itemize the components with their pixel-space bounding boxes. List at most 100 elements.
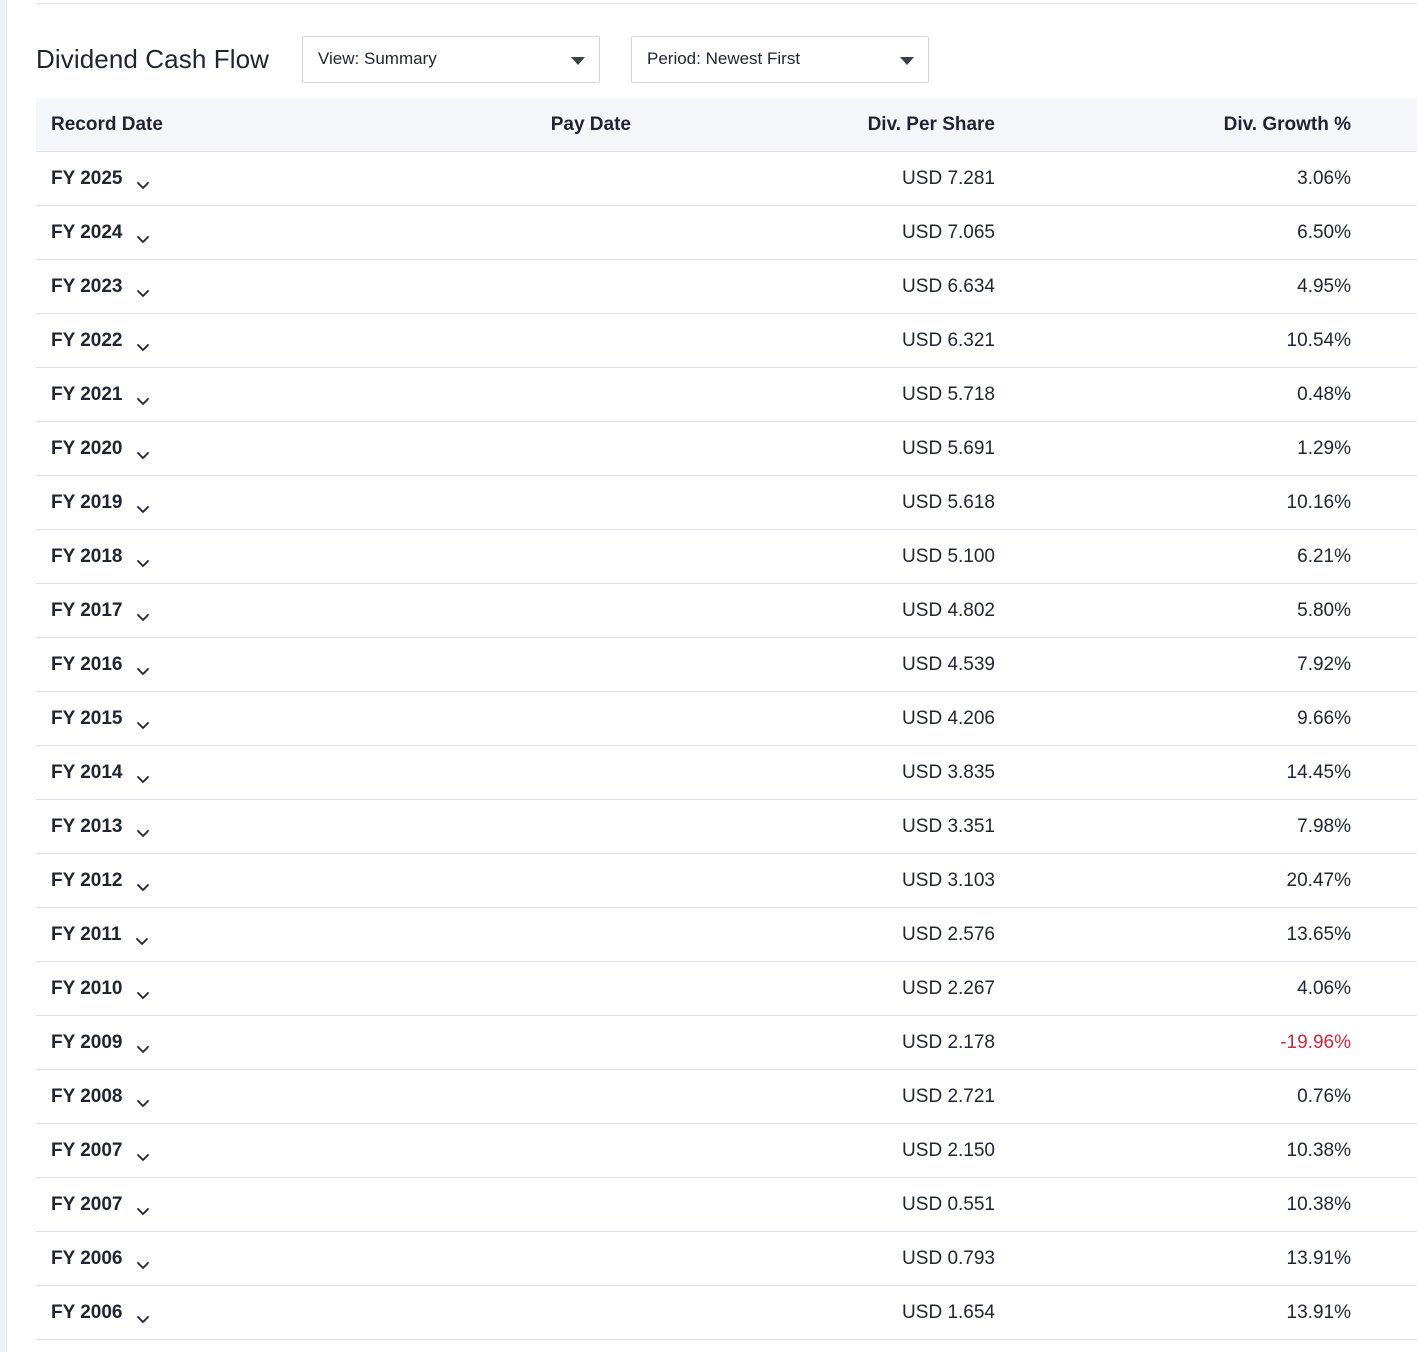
chevron-down-icon[interactable] bbox=[136, 228, 150, 243]
fiscal-year-label: FY 2019 bbox=[51, 491, 123, 513]
fiscal-year-label: FY 2006 bbox=[51, 1247, 123, 1269]
table-row[interactable]: FY 2014 USD 3.835 14.45% bbox=[36, 746, 1417, 800]
view-dropdown[interactable]: View: Summary bbox=[302, 35, 600, 83]
div-per-share-cell: USD 4.206 bbox=[902, 707, 995, 729]
chevron-down-icon[interactable] bbox=[136, 876, 150, 891]
chevron-down-icon[interactable] bbox=[136, 1200, 150, 1215]
table-row[interactable]: FY 2008 USD 2.721 0.76% bbox=[36, 1070, 1417, 1124]
record-date-cell[interactable]: FY 2007 bbox=[36, 1194, 396, 1216]
fiscal-year-label: FY 2021 bbox=[51, 383, 123, 405]
chevron-down-icon[interactable] bbox=[136, 768, 150, 783]
table-row[interactable]: FY 2020 USD 5.691 1.29% bbox=[36, 422, 1417, 476]
chevron-down-icon[interactable] bbox=[136, 606, 150, 621]
record-date-cell[interactable]: FY 2008 bbox=[36, 1086, 396, 1108]
record-date-cell[interactable]: FY 2015 bbox=[36, 708, 396, 730]
fiscal-year-label: FY 2020 bbox=[51, 437, 123, 459]
chevron-down-icon[interactable] bbox=[136, 552, 150, 567]
chevron-down-icon[interactable] bbox=[136, 498, 150, 513]
fiscal-year-label: FY 2015 bbox=[51, 707, 123, 729]
record-date-cell[interactable]: FY 2010 bbox=[36, 978, 396, 1000]
fiscal-year-label: FY 2007 bbox=[51, 1193, 123, 1215]
record-date-cell[interactable]: FY 2009 bbox=[36, 1032, 396, 1054]
record-date-cell[interactable]: FY 2006 bbox=[36, 1248, 396, 1270]
table-row[interactable]: FY 2007 USD 0.551 10.38% bbox=[36, 1178, 1417, 1232]
table-row[interactable]: FY 2006 USD 1.654 13.91% bbox=[36, 1286, 1417, 1340]
chevron-down-icon[interactable] bbox=[136, 1038, 150, 1053]
table-row[interactable]: FY 2010 USD 2.267 4.06% bbox=[36, 962, 1417, 1016]
chevron-down-icon[interactable] bbox=[136, 444, 150, 459]
record-date-cell[interactable]: FY 2022 bbox=[36, 330, 396, 352]
table-row[interactable]: FY 2006 USD 0.793 13.91% bbox=[36, 1232, 1417, 1286]
record-date-cell[interactable]: FY 2012 bbox=[36, 870, 396, 892]
record-date-cell[interactable]: FY 2017 bbox=[36, 600, 396, 622]
chevron-down-icon[interactable] bbox=[136, 282, 150, 297]
record-date-cell[interactable]: FY 2025 bbox=[36, 168, 396, 190]
div-growth-cell: 10.38% bbox=[1286, 1139, 1351, 1161]
div-growth-cell: 9.66% bbox=[1297, 707, 1351, 729]
column-header-div-per-share[interactable]: Div. Per Share bbox=[867, 113, 995, 135]
table-row[interactable]: FY 2024 USD 7.065 6.50% bbox=[36, 206, 1417, 260]
table-row[interactable]: FY 2025 USD 7.281 3.06% bbox=[36, 152, 1417, 206]
table-header: Record Date Pay Date Div. Per Share Div.… bbox=[36, 98, 1417, 152]
chevron-down-icon[interactable] bbox=[136, 984, 150, 999]
div-growth-cell: 20.47% bbox=[1286, 869, 1351, 891]
table-row[interactable]: FY 2015 USD 4.206 9.66% bbox=[36, 692, 1417, 746]
chevron-down-icon[interactable] bbox=[136, 822, 150, 837]
table-body: FY 2025 USD 7.281 3.06% FY 2024 USD 7.065 6.5… bbox=[36, 152, 1417, 1340]
record-date-cell[interactable]: FY 2013 bbox=[36, 816, 396, 838]
table-row[interactable]: FY 2023 USD 6.634 4.95% bbox=[36, 260, 1417, 314]
record-date-cell[interactable]: FY 2007 bbox=[36, 1140, 396, 1162]
record-date-cell[interactable]: FY 2011 bbox=[36, 924, 396, 946]
chevron-down-icon[interactable] bbox=[136, 336, 150, 351]
record-date-cell[interactable]: FY 2019 bbox=[36, 492, 396, 514]
chevron-down-icon[interactable] bbox=[136, 1308, 150, 1323]
view-dropdown-label: View: Summary bbox=[318, 49, 437, 68]
record-date-cell[interactable]: FY 2024 bbox=[36, 222, 396, 244]
div-growth-cell: 6.21% bbox=[1297, 545, 1351, 567]
column-header-pay-date[interactable]: Pay Date bbox=[550, 113, 631, 135]
div-growth-cell: 7.92% bbox=[1297, 653, 1351, 675]
div-per-share-cell: USD 7.065 bbox=[902, 221, 995, 243]
fiscal-year-label: FY 2016 bbox=[51, 653, 123, 675]
div-growth-cell: 7.98% bbox=[1297, 815, 1351, 837]
div-growth-cell: 1.29% bbox=[1297, 437, 1351, 459]
table-row[interactable]: FY 2007 USD 2.150 10.38% bbox=[36, 1124, 1417, 1178]
record-date-cell[interactable]: FY 2020 bbox=[36, 438, 396, 460]
chevron-down-icon[interactable] bbox=[136, 1146, 150, 1161]
table-row[interactable]: FY 2021 USD 5.718 0.48% bbox=[36, 368, 1417, 422]
table-row[interactable]: FY 2018 USD 5.100 6.21% bbox=[36, 530, 1417, 584]
div-growth-cell: 13.91% bbox=[1286, 1301, 1351, 1323]
div-growth-cell: 13.91% bbox=[1286, 1247, 1351, 1269]
chevron-down-icon[interactable] bbox=[136, 660, 150, 675]
chevron-down-icon[interactable] bbox=[136, 174, 150, 189]
column-header-div-growth[interactable]: Div. Growth % bbox=[1223, 113, 1351, 135]
table-row[interactable]: FY 2011 USD 2.576 13.65% bbox=[36, 908, 1417, 962]
record-date-cell[interactable]: FY 2018 bbox=[36, 546, 396, 568]
period-dropdown[interactable]: Period: Newest First bbox=[631, 35, 929, 83]
record-date-cell[interactable]: FY 2014 bbox=[36, 762, 396, 784]
fiscal-year-label: FY 2022 bbox=[51, 329, 123, 351]
record-date-cell[interactable]: FY 2021 bbox=[36, 384, 396, 406]
table-row[interactable]: FY 2017 USD 4.802 5.80% bbox=[36, 584, 1417, 638]
table-row[interactable]: FY 2016 USD 4.539 7.92% bbox=[36, 638, 1417, 692]
div-per-share-cell: USD 2.178 bbox=[902, 1031, 995, 1053]
table-row[interactable]: FY 2019 USD 5.618 10.16% bbox=[36, 476, 1417, 530]
table-row[interactable]: FY 2012 USD 3.103 20.47% bbox=[36, 854, 1417, 908]
chevron-down-icon[interactable] bbox=[136, 714, 150, 729]
fiscal-year-label: FY 2007 bbox=[51, 1139, 123, 1161]
fiscal-year-label: FY 2009 bbox=[51, 1031, 123, 1053]
div-per-share-cell: USD 6.321 bbox=[902, 329, 995, 351]
chevron-down-icon[interactable] bbox=[136, 390, 150, 405]
chevron-down-icon[interactable] bbox=[135, 930, 149, 945]
table-row[interactable]: FY 2009 USD 2.178 -19.96% bbox=[36, 1016, 1417, 1070]
chevron-down-icon[interactable] bbox=[136, 1092, 150, 1107]
column-header-record-date[interactable]: Record Date bbox=[51, 113, 163, 135]
table-row[interactable]: FY 2022 USD 6.321 10.54% bbox=[36, 314, 1417, 368]
top-divider bbox=[36, 3, 1417, 4]
div-per-share-cell: USD 4.539 bbox=[902, 653, 995, 675]
record-date-cell[interactable]: FY 2016 bbox=[36, 654, 396, 676]
record-date-cell[interactable]: FY 2023 bbox=[36, 276, 396, 298]
table-row[interactable]: FY 2013 USD 3.351 7.98% bbox=[36, 800, 1417, 854]
record-date-cell[interactable]: FY 2006 bbox=[36, 1302, 396, 1324]
chevron-down-icon[interactable] bbox=[136, 1254, 150, 1269]
